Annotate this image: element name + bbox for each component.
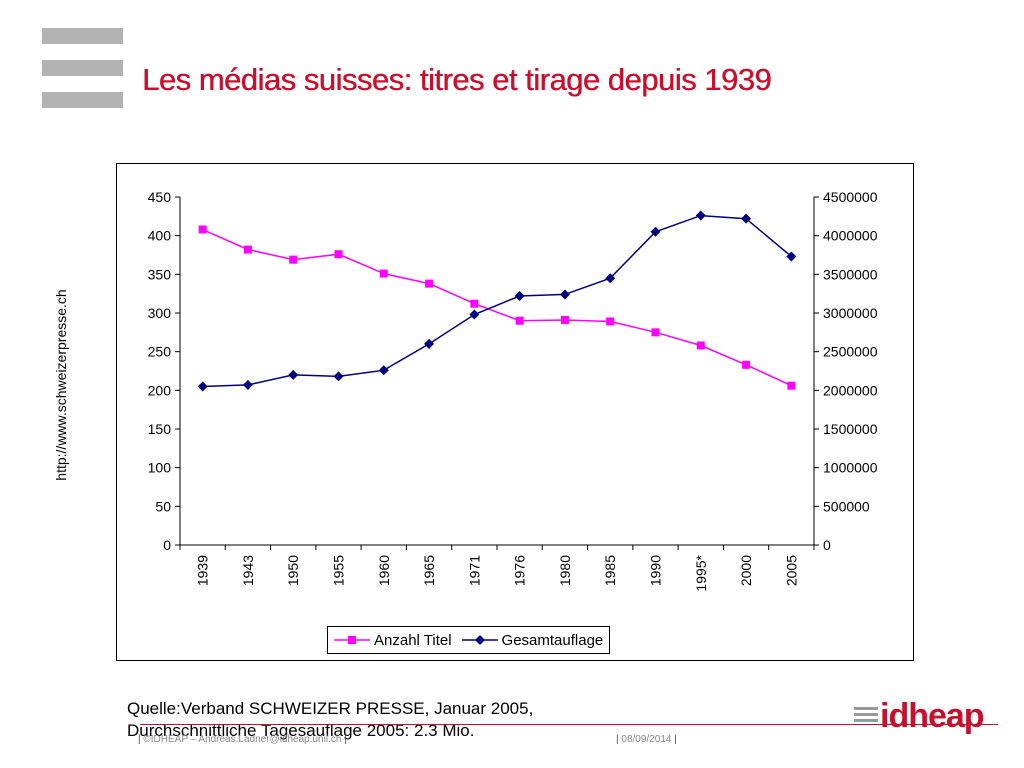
series-line-gesamtauflage: [202, 214, 792, 388]
data-point-anzahl-titel: [742, 360, 751, 369]
side-url: http://www.schweizerpresse.ch: [53, 289, 69, 481]
source-note: Quelle:Verband SCHWEIZER PRESSE, Januar …: [127, 698, 533, 742]
x-category-label: 1980: [557, 555, 573, 586]
y-right-tick-label: 3000000: [823, 305, 878, 321]
x-category-label: 1995*: [693, 554, 709, 591]
y-left-tick-label: 100: [148, 460, 172, 476]
footer-copyright-text: ©IDHEAP – Andreas.Ladner@idheap.unil.ch: [143, 734, 342, 745]
data-point-anzahl-titel: [515, 316, 524, 325]
data-point-gesamtauflage: [514, 290, 525, 301]
y-right-tick-label: 500000: [823, 498, 870, 514]
data-point-gesamtauflage: [559, 289, 570, 300]
legend-label-titel: Anzahl Titel: [374, 631, 452, 649]
data-point-anzahl-titel: [470, 299, 479, 308]
brand-lines-icon: [854, 707, 878, 725]
x-category-label: 1950: [285, 555, 301, 586]
logo-bar: [42, 60, 123, 76]
footer-copyright: | ©IDHEAP – Andreas.Ladner@idheap.unil.c…: [138, 734, 347, 745]
legend-item-titel: Anzahl Titel: [334, 632, 452, 649]
data-point-gesamtauflage: [242, 379, 253, 390]
data-point-anzahl-titel: [696, 341, 705, 350]
logo-bars: [42, 28, 123, 108]
data-point-gesamtauflage: [469, 309, 480, 320]
y-left-tick-label: 300: [148, 305, 172, 321]
x-category-label: 1965: [421, 555, 437, 586]
data-point-gesamtauflage: [786, 251, 797, 262]
y-right-tick-label: 4500000: [823, 189, 878, 205]
y-left-tick-label: 350: [148, 266, 172, 282]
y-left-tick-label: 200: [148, 382, 172, 398]
y-left-tick-label: 150: [148, 421, 172, 437]
data-point-anzahl-titel: [651, 328, 660, 337]
data-point-anzahl-titel: [787, 381, 796, 390]
data-point-gesamtauflage: [333, 371, 344, 382]
slide-title: Les médias suisses: titres et tirage dep…: [142, 62, 772, 97]
logo-bar: [42, 28, 123, 44]
data-point-anzahl-titel: [198, 225, 207, 234]
y-left-tick-label: 0: [163, 537, 171, 553]
data-point-gesamtauflage: [378, 365, 389, 376]
x-category-label: 2000: [738, 555, 754, 586]
y-right-tick-label: 2000000: [823, 382, 878, 398]
x-category-label: 1985: [602, 555, 618, 586]
y-right-tick-label: 1500000: [823, 421, 878, 437]
x-category-label: 1960: [376, 555, 392, 586]
data-point-anzahl-titel: [243, 245, 252, 254]
footer-divider: [140, 724, 998, 725]
footer-date: | 08/09/2014 |: [616, 734, 677, 745]
data-point-gesamtauflage: [197, 381, 208, 392]
x-category-label: 1976: [512, 555, 528, 586]
data-point-anzahl-titel: [289, 255, 298, 264]
y-right-tick-label: 1000000: [823, 460, 878, 476]
y-right-tick-label: 0: [823, 537, 831, 553]
brand-text: idheap: [880, 697, 985, 735]
logo-bar: [42, 92, 123, 108]
legend-label-auflage: Gesamtauflage: [501, 631, 604, 649]
y-left-tick-label: 50: [155, 498, 171, 514]
data-point-gesamtauflage: [650, 226, 661, 237]
x-category-label: 2005: [783, 555, 799, 586]
y-right-tick-label: 3500000: [823, 266, 878, 282]
data-point-anzahl-titel: [606, 317, 615, 326]
x-category-label: 1943: [240, 555, 256, 586]
data-point-anzahl-titel: [560, 315, 569, 324]
y-left-tick-label: 250: [148, 344, 172, 360]
data-point-gesamtauflage: [288, 369, 299, 380]
legend-item-auflage: Gesamtauflage: [461, 631, 604, 649]
x-category-label: 1939: [195, 555, 211, 586]
legend-marker-square-icon: [334, 636, 370, 644]
y-right-tick-label: 4000000: [823, 228, 878, 244]
y-right-tick-label: 2500000: [823, 344, 878, 360]
source-line-2: Durchschnittliche Tagesauflage 2005: 2.3…: [127, 721, 475, 740]
series-line-anzahl-titel: [202, 228, 792, 387]
brand-logo: idheap: [854, 697, 985, 745]
source-line-1: Quelle:Verband SCHWEIZER PRESSE, Januar …: [127, 699, 534, 718]
data-point-anzahl-titel: [379, 269, 388, 278]
data-point-anzahl-titel: [334, 250, 343, 259]
data-point-gesamtauflage: [605, 273, 616, 284]
data-point-gesamtauflage: [695, 210, 706, 221]
data-point-gesamtauflage: [741, 213, 752, 224]
chart-frame: 0 50 100 150 200 250 300 350 400 450 0 500000 100000…: [116, 163, 914, 661]
x-category-label: 1990: [648, 555, 664, 586]
y-left-tick-label: 400: [148, 228, 172, 244]
x-category-label: 1955: [331, 555, 347, 586]
line-chart: 0 50 100 150 200 250 300 350 400 450 0 500000 100000…: [148, 189, 878, 592]
data-point-gesamtauflage: [424, 338, 435, 349]
data-point-anzahl-titel: [425, 279, 434, 288]
chart-legend: Anzahl Titel Gesamtauflage: [327, 626, 611, 654]
y-left-tick-label: 450: [148, 189, 172, 205]
x-category-label: 1971: [466, 555, 482, 586]
legend-marker-diamond-icon: [461, 635, 498, 645]
footer-date-text: 08/09/2014: [621, 734, 672, 745]
